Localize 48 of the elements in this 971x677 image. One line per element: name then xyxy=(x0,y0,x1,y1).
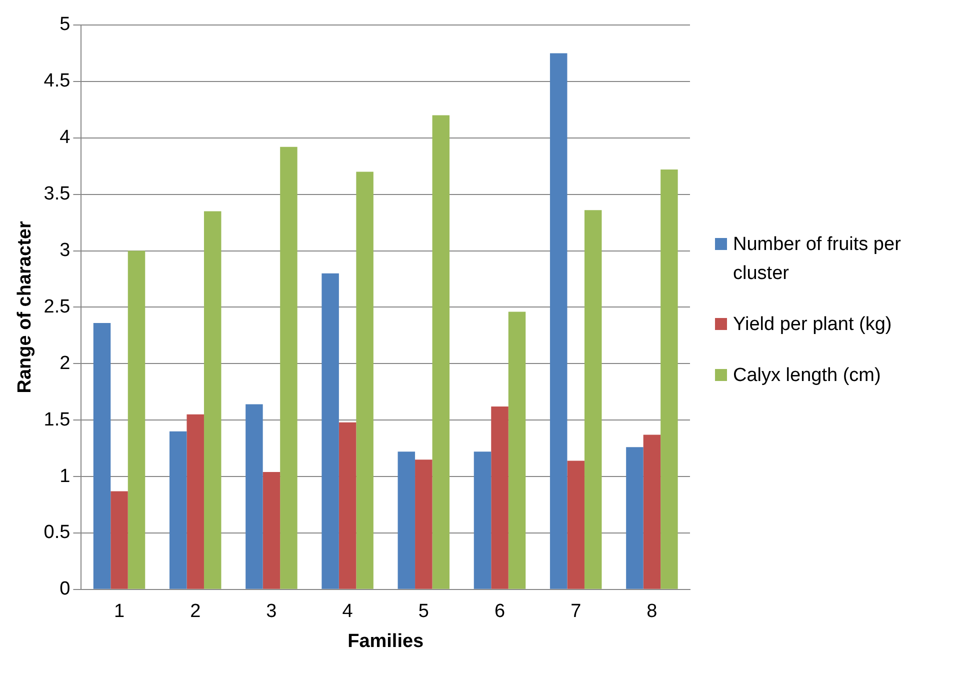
bar xyxy=(415,460,432,589)
y-tick-label: 0 xyxy=(60,578,70,600)
x-tick-label: 6 xyxy=(494,601,506,622)
bar xyxy=(204,211,222,589)
x-tick-label: 5 xyxy=(418,601,429,622)
bar xyxy=(660,169,678,589)
bar xyxy=(643,434,661,589)
x-axis-title: Families xyxy=(348,630,424,652)
bar xyxy=(584,210,602,589)
x-tick-label: 8 xyxy=(646,601,658,622)
bar xyxy=(186,414,204,589)
x-tick-label: 3 xyxy=(266,601,277,622)
bar xyxy=(567,460,584,589)
bar xyxy=(491,406,508,589)
y-tick-label: 4 xyxy=(60,127,71,148)
bar xyxy=(356,172,374,589)
bar xyxy=(169,431,187,589)
y-tick-label: 0.5 xyxy=(44,522,70,544)
bar xyxy=(110,491,128,589)
y-tick-label: 5 xyxy=(60,14,70,36)
bar xyxy=(474,452,492,589)
bar xyxy=(280,146,298,589)
x-tick-label: 1 xyxy=(114,601,125,622)
y-tick-label: 3 xyxy=(60,240,70,261)
bar xyxy=(432,115,450,589)
y-tick-label: 2.5 xyxy=(44,296,70,318)
bar xyxy=(550,53,568,589)
legend-label: Number of fruits per cluster xyxy=(733,233,902,286)
bar xyxy=(128,250,146,589)
x-tick-label: 2 xyxy=(190,601,201,622)
bar xyxy=(93,323,111,589)
y-tick-label: 2 xyxy=(60,352,70,374)
legend-label: Yield per plant (kg) xyxy=(733,313,892,337)
bar xyxy=(246,404,263,589)
x-tick-label: 7 xyxy=(570,601,582,622)
bar xyxy=(262,472,280,589)
y-tick-label: 4.5 xyxy=(44,70,70,92)
y-tick-label: 1 xyxy=(60,466,70,487)
bar xyxy=(626,447,644,589)
bar xyxy=(322,273,339,589)
bar xyxy=(398,452,416,589)
y-tick-label: 3.5 xyxy=(44,184,70,205)
y-tick-label: 1.5 xyxy=(44,409,70,430)
bar xyxy=(508,312,526,589)
y-axis-title: Range of character xyxy=(14,220,36,394)
bar xyxy=(338,422,356,589)
x-tick-label: 4 xyxy=(342,601,354,622)
legend-label: Calyx length (cm) xyxy=(733,364,881,388)
